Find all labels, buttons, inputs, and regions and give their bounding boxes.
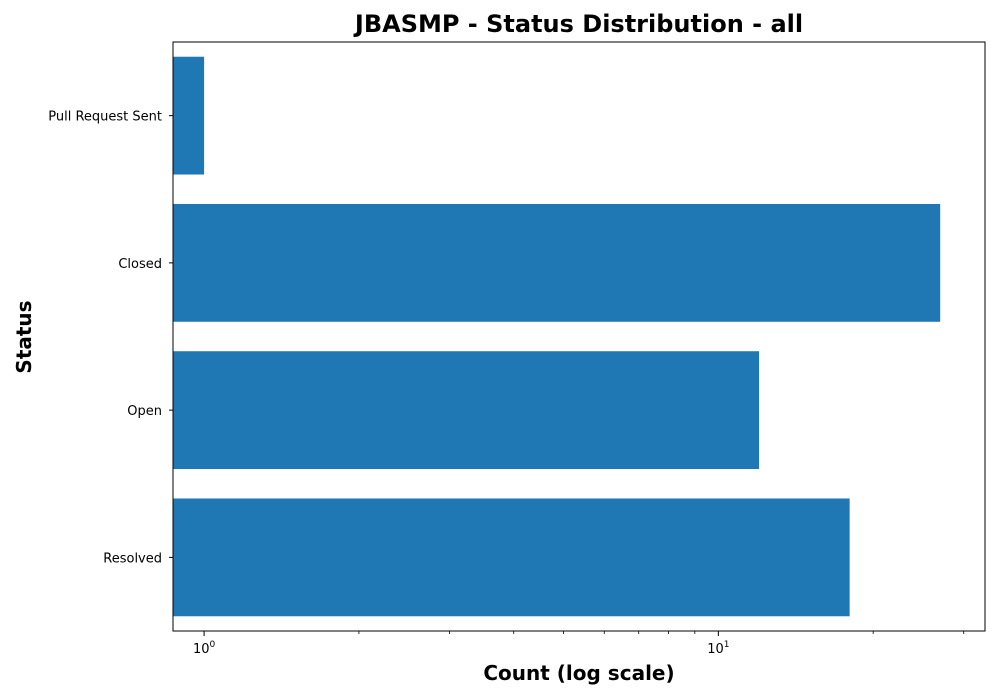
y-axis-label: Status [12, 300, 36, 374]
bar [173, 351, 760, 470]
y-tick-label: Resolved [103, 551, 162, 566]
x-tick-label: 101 [707, 640, 729, 657]
y-tick-label: Open [127, 404, 162, 419]
bar [173, 203, 941, 322]
bar [173, 56, 205, 175]
x-tick-label: 100 [193, 640, 216, 657]
bar [173, 498, 850, 617]
x-axis-label: Count (log scale) [483, 661, 675, 685]
y-tick-label: Pull Request Sent [48, 110, 162, 125]
chart-title: JBASMP - Status Distribution - all [354, 10, 804, 38]
axes-frame [172, 41, 986, 632]
y-tick-label: Closed [118, 257, 162, 272]
